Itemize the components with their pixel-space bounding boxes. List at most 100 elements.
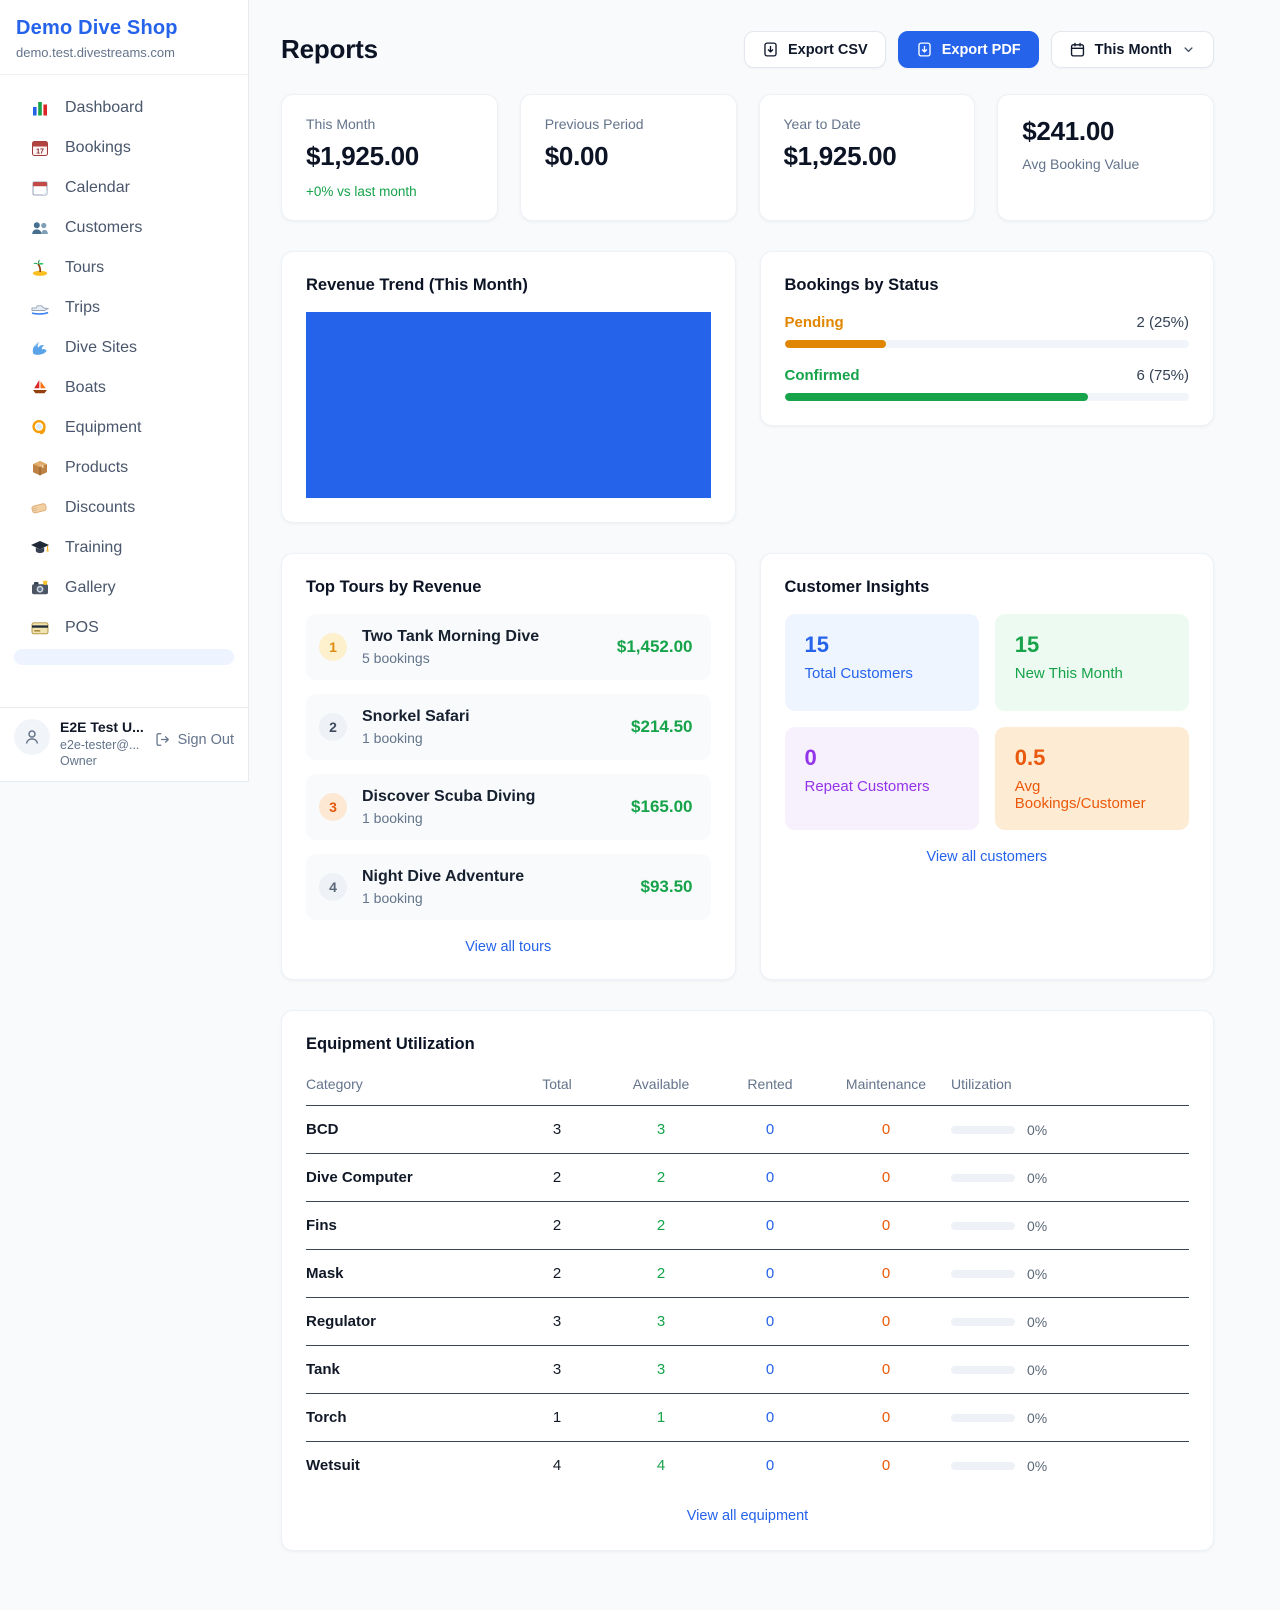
main-content: Reports Export CSV Export PDF This Month… [281,0,1214,1551]
rank-badge: 2 [319,713,347,741]
page-header: Reports Export CSV Export PDF This Month [281,31,1214,68]
status-bar-track [784,340,1189,348]
view-all-tours-link[interactable]: View all tours [465,939,552,955]
status-item-pending: Pending 2 (25%) [784,314,1189,348]
col-maintenance: Maintenance [821,1060,951,1106]
speedboat-icon [30,298,50,318]
sidebar-item-label: Boats [65,379,106,396]
bookings-by-status-card: Bookings by Status Pending 2 (25%) Confi… [759,251,1214,426]
tile-repeat-customers: 0 Repeat Customers [784,727,979,830]
tour-revenue: $165.00 [631,797,693,816]
sidebar-item-gallery[interactable]: Gallery [8,568,240,608]
wave-icon [30,338,50,358]
utilization-bar [951,1221,1015,1230]
table-row: Tank 3 3 0 0 0% [306,1345,1189,1394]
utilization-bar [951,1413,1015,1422]
sidebar-item-label: Customers [65,219,143,236]
customer-insights-card: Customer Insights 15 Total Customers 15 … [759,553,1214,980]
person-icon [25,730,39,744]
utilization-bar [951,1125,1015,1134]
status-bar-track [784,393,1189,401]
tour-name: Night Dive Adventure [362,868,525,885]
sidebar-item-boats[interactable]: Boats [8,368,240,408]
island-icon [30,258,50,278]
period-dropdown[interactable]: This Month [1050,31,1214,68]
stat-card-avg-booking-value: $241.00 Avg Booking Value [997,94,1214,221]
shop-domain: demo.test.divestreams.com [16,45,175,60]
user-email: e2e-tester@... [60,738,140,752]
equipment-utilization-title: Equipment Utilization [306,1035,475,1053]
stat-label: Previous Period [544,116,644,132]
sidebar-item-trips[interactable]: Trips [8,288,240,328]
col-rented: Rented [719,1060,821,1106]
sign-out-button[interactable]: Sign Out [154,731,234,748]
tile-avg-bookings-customer: 0.5 Avg Bookings/Customer [994,727,1189,830]
table-header-row: Category Total Available Rented Maintena… [306,1060,1189,1106]
equipment-utilization-card: Equipment Utilization Category Total Ava… [281,1010,1214,1551]
credit-card-icon [30,618,50,638]
sidebar-item-tours[interactable]: Tours [8,248,240,288]
sidebar-item-calendar[interactable]: Calendar [8,168,240,208]
status-bar-fill [784,340,886,348]
tile-label: Avg Bookings/Customer [1014,778,1146,812]
camera-icon [30,578,50,598]
stat-label: This Month [306,116,376,132]
tour-revenue: $1,452.00 [616,637,693,656]
sidebar-header: Demo Dive Shop demo.test.divestreams.com [0,0,248,75]
shop-name: Demo Dive Shop [16,17,178,39]
status-count: 2 (25%) [1136,314,1189,331]
utilization-bar [951,1461,1015,1470]
tour-name: Two Tank Morning Dive [362,628,540,645]
insight-tiles: 15 Total Customers 15 New This Month 0 R… [784,614,1189,830]
sidebar: Demo Dive Shop demo.test.divestreams.com… [0,0,249,782]
tour-row: 4 Night Dive Adventure 1 booking $93.50 [306,854,711,920]
header-actions: Export CSV Export PDF This Month [743,31,1214,68]
stat-value: $0.00 [544,141,609,171]
dive-mask-icon [30,418,50,438]
calendar-icon [30,178,50,198]
logout-icon [156,733,169,746]
table-row: Fins 2 2 0 0 0% [306,1201,1189,1250]
view-all-equipment-link[interactable]: View all equipment [686,1508,809,1524]
svg-text:17: 17 [36,149,44,156]
sidebar-item-bookings[interactable]: 17 Bookings [8,128,240,168]
stat-value: $1,925.00 [783,141,897,171]
customer-insights-title: Customer Insights [784,578,930,596]
package-icon [30,458,50,478]
sidebar-item-label: Trips [65,299,100,316]
sidebar-item-equipment[interactable]: Equipment [8,408,240,448]
chevron-down-icon [1184,47,1193,53]
status-count: 6 (75%) [1136,367,1189,384]
sidebar-item-reports-active-partial[interactable] [14,649,234,665]
sidebar-item-pos[interactable]: POS [8,608,240,648]
col-category: Category [306,1060,511,1106]
revenue-trend-chart [306,312,711,498]
sidebar-item-discounts[interactable]: Discounts [8,488,240,528]
table-row: Dive Computer 2 2 0 0 0% [306,1153,1189,1202]
tour-bookings: 5 bookings [362,650,430,666]
tour-row: 3 Discover Scuba Diving 1 booking $165.0… [306,774,711,840]
tile-total-customers: 15 Total Customers [784,614,979,711]
stat-label: Year to Date [783,116,861,132]
people-icon [30,218,50,238]
sidebar-item-label: Discounts [65,499,136,516]
table-row: Mask 2 2 0 0 0% [306,1249,1189,1298]
col-available: Available [603,1060,719,1106]
view-all-customers-link[interactable]: View all customers [926,849,1048,865]
sidebar-item-products[interactable]: Products [8,448,240,488]
sidebar-item-label: Equipment [65,419,142,436]
status-label: Pending [784,314,844,331]
sidebar-item-dashboard[interactable]: Dashboard [8,88,240,128]
tour-name: Discover Scuba Diving [362,788,536,805]
sidebar-item-label: Calendar [65,179,130,196]
sidebar-item-training[interactable]: Training [8,528,240,568]
export-csv-button[interactable]: Export CSV [743,31,886,68]
export-pdf-button[interactable]: Export PDF [897,31,1039,68]
tile-value: 0.5 [1014,745,1046,770]
file-download-icon [764,42,777,57]
sidebar-item-dive-sites[interactable]: Dive Sites [8,328,240,368]
sidebar-item-customers[interactable]: Customers [8,208,240,248]
sidebar-user-footer: E2E Test U... e2e-tester@... Owner Sign … [0,707,248,781]
utilization-bar [951,1173,1015,1182]
status-label: Confirmed [784,367,860,384]
